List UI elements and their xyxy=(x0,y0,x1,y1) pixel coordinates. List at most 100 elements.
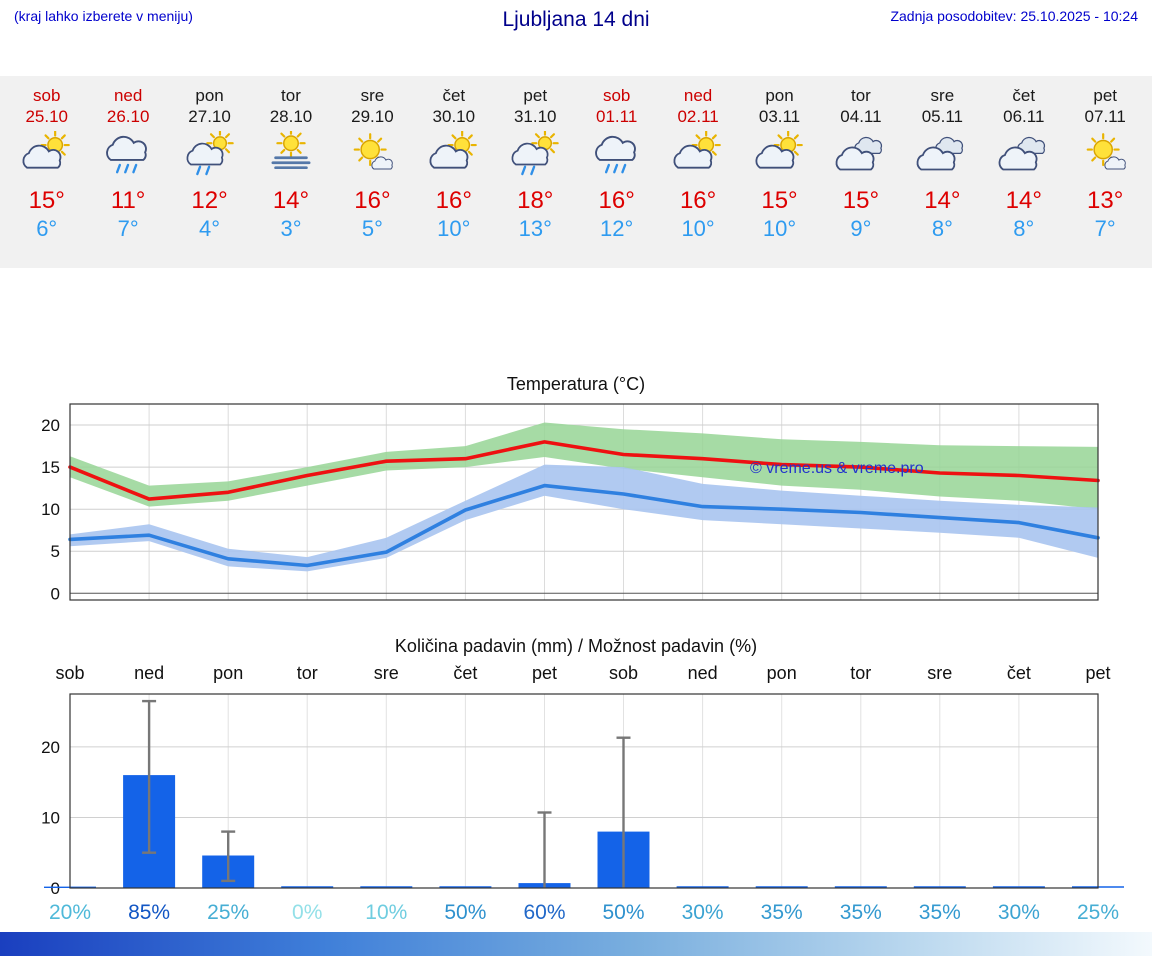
day-name: čet xyxy=(1012,86,1036,105)
day-column: pet 07.11 13° 7° xyxy=(1064,86,1145,242)
precip-whisker xyxy=(616,736,631,888)
day-name: sob xyxy=(602,86,631,105)
temp-max: 16° xyxy=(354,187,391,214)
day-date: 01.11 xyxy=(596,107,638,126)
day-column: sre 29.10 16° 5° xyxy=(332,86,413,242)
precip-probability: 85% xyxy=(128,901,170,924)
day-column: sre 05.11 14° 8° xyxy=(902,86,983,242)
temp-min: 8° xyxy=(1013,216,1035,241)
precip-y-tick: 0 xyxy=(51,879,60,898)
temp-max: 15° xyxy=(761,187,798,214)
precip-whisker xyxy=(142,699,157,854)
precip-day-label: tor xyxy=(297,663,318,683)
temp-max: 16° xyxy=(679,187,717,214)
temp-min: 9° xyxy=(850,216,872,241)
precip-day-label: čet xyxy=(453,663,477,683)
day-column: ned 02.11 16° 10° xyxy=(657,86,738,242)
precip-day-label: ned xyxy=(688,663,718,683)
rain-icon xyxy=(87,128,168,182)
day-column: čet 30.10 16° 10° xyxy=(413,86,494,242)
temp-max: 15° xyxy=(842,187,880,214)
day-column: tor 04.11 15° 9° xyxy=(820,86,901,242)
day-name: tor xyxy=(281,86,301,105)
temp-max-line xyxy=(68,440,1100,501)
mostly-sunny-icon xyxy=(332,128,413,182)
day-column: pet 31.10 18° 13° xyxy=(495,86,576,242)
day-date: 27.10 xyxy=(188,107,231,126)
precip-day-label: sre xyxy=(927,663,952,683)
precip-day-label: tor xyxy=(850,663,871,683)
day-name: ned xyxy=(113,86,143,105)
day-name: pet xyxy=(523,86,548,105)
cloudy-icon xyxy=(820,128,901,182)
precip-day-label: sob xyxy=(55,663,84,683)
day-date: 05.11 xyxy=(921,107,963,126)
precip-probability: 35% xyxy=(919,901,961,924)
menu-hint: (kraj lahko izberete v meniju) xyxy=(14,8,193,24)
precip-day-label: pon xyxy=(767,663,797,683)
temperature-section: Temperatura (°C) 0 5 10 15 20 © vreme.us & vr… xyxy=(0,374,1152,610)
temp-min: 7° xyxy=(1094,216,1116,241)
precip-probability: 35% xyxy=(840,901,882,924)
temp-min: 7° xyxy=(117,216,139,241)
precipitation-section: Količina padavin (mm) / Možnost padavin … xyxy=(0,636,1152,928)
temp-y-tick: 10 xyxy=(41,500,60,519)
day-column: pon 03.11 15° 10° xyxy=(739,86,820,242)
day-name: sre xyxy=(360,86,385,105)
partly-cloudy-icon xyxy=(6,128,87,182)
precipitation-chart: sob ned pon tor sre čet pet sob ned pon tor sre čet p… xyxy=(41,663,1124,924)
day-date: 28.10 xyxy=(269,107,313,126)
cloudy-icon xyxy=(983,128,1064,182)
temp-y-tick: 5 xyxy=(51,542,60,561)
temp-min: 10° xyxy=(437,216,471,241)
temperature-chart-title: Temperatura (°C) xyxy=(506,374,646,394)
precip-probability: 10% xyxy=(365,901,407,924)
day-date: 06.11 xyxy=(1003,107,1045,126)
day-name: pon xyxy=(765,86,794,105)
precip-day-label: pet xyxy=(532,663,557,683)
fog-sun-icon xyxy=(250,128,331,182)
temp-max: 16° xyxy=(598,187,635,214)
partly-cloudy-icon xyxy=(413,128,494,182)
day-date: 31.10 xyxy=(513,107,557,126)
temp-min: 4° xyxy=(199,216,221,241)
temp-max: 14° xyxy=(272,187,310,214)
day-date: 30.10 xyxy=(432,107,476,126)
temp-max: 12° xyxy=(191,187,228,214)
temp-y-tick: 20 xyxy=(41,416,60,435)
day-name: ned xyxy=(683,86,713,105)
precip-probability: 25% xyxy=(207,901,249,924)
precip-y-tick: 20 xyxy=(41,738,60,757)
temp-max: 18° xyxy=(517,187,554,214)
precip-day-label: ned xyxy=(134,663,164,683)
day-date: 02.11 xyxy=(677,107,719,126)
temp-max: 14° xyxy=(1005,187,1042,214)
temp-min-line xyxy=(68,483,1100,568)
last-updated: Zadnja posodobitev: 25.10.2025 - 10:24 xyxy=(890,8,1138,24)
page-title: Ljubljana 14 dni xyxy=(502,8,650,31)
day-column: čet 06.11 14° 8° xyxy=(983,86,1064,242)
watermark-text: © vreme.us & vreme.pro xyxy=(750,460,924,477)
precip-day-label: sob xyxy=(609,663,638,683)
day-name: pet xyxy=(1093,86,1118,105)
temp-min: 13° xyxy=(518,216,552,241)
temp-max: 13° xyxy=(1087,187,1124,214)
precip-whisker xyxy=(537,811,552,888)
precip-day-label: čet xyxy=(1007,663,1031,683)
temperature-chart: 0 5 10 15 20 © vreme.us & vreme.pro xyxy=(41,403,1100,603)
temp-y-tick: 15 xyxy=(41,458,60,477)
precip-probability: 25% xyxy=(1077,901,1119,924)
temp-max: 14° xyxy=(924,187,961,214)
day-date: 26.10 xyxy=(106,107,150,126)
day-name: tor xyxy=(851,86,871,105)
day-date: 04.11 xyxy=(840,107,882,126)
precip-probability: 0% xyxy=(292,901,322,924)
precip-probability: 60% xyxy=(523,901,565,924)
day-date: 29.10 xyxy=(351,107,394,126)
temp-min: 5° xyxy=(361,216,383,241)
temp-max: 15° xyxy=(28,187,65,214)
partly-cloudy-icon xyxy=(657,128,738,182)
precip-probability: 35% xyxy=(761,901,803,924)
day-name: sre xyxy=(930,86,955,105)
temp-min: 6° xyxy=(36,216,58,241)
